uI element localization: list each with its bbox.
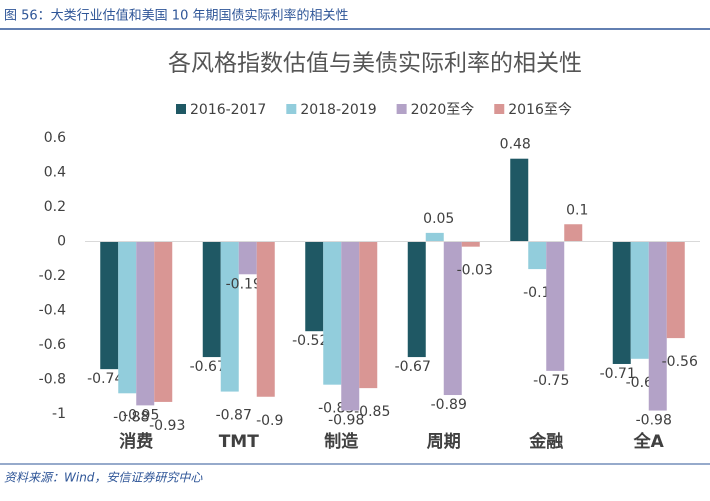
y-tick-label: 0.2	[44, 199, 66, 215]
bar	[425, 232, 444, 242]
bar	[407, 241, 426, 358]
value-label: -0.56	[662, 354, 698, 370]
y-tick-label: 0.4	[44, 165, 66, 181]
bar	[341, 241, 360, 411]
value-label: 0.48	[500, 137, 531, 153]
value-label: -0.74	[87, 371, 123, 387]
bar	[648, 241, 667, 411]
bar	[220, 241, 239, 392]
bar	[612, 241, 631, 364]
bar	[666, 241, 685, 339]
y-tick-label: -0.6	[39, 337, 66, 353]
value-label: 0.05	[423, 211, 454, 227]
value-label: -0.89	[431, 397, 467, 413]
value-label: -0.95	[123, 407, 159, 423]
x-tick-label: 制造	[324, 431, 359, 452]
value-label: -0.93	[149, 418, 185, 434]
legend-swatch	[494, 104, 505, 114]
y-tick-label: -0.8	[39, 372, 66, 388]
value-label: -0.88	[113, 409, 149, 425]
bar	[256, 241, 275, 397]
legend-swatch	[396, 104, 407, 114]
legend-swatch	[176, 104, 186, 114]
x-tick-label: 周期	[427, 432, 461, 452]
x-tick-label: TMT	[219, 432, 260, 452]
bar	[238, 241, 257, 275]
bar	[323, 241, 342, 385]
value-label: -0.19	[226, 276, 262, 292]
value-label: -0.67	[395, 359, 431, 375]
bar	[630, 241, 649, 359]
legend-label: 2020至今	[411, 102, 475, 118]
value-label: -0.85	[354, 404, 390, 420]
value-label: -0.52	[292, 333, 328, 349]
value-label: 0.1	[566, 202, 588, 218]
x-tick-label: 全A	[633, 431, 665, 452]
value-label: -0.87	[216, 408, 252, 424]
chart-title: 各风格指数估值与美债实际利率的相关性	[168, 51, 582, 77]
bar	[136, 241, 155, 406]
bar	[528, 241, 547, 270]
bar	[154, 241, 173, 402]
legend-label: 2018-2019	[300, 102, 376, 118]
value-label: -0.03	[457, 263, 493, 279]
bar	[510, 158, 529, 242]
bar	[546, 241, 565, 371]
legend-swatch	[286, 104, 297, 114]
x-tick-label: 消费	[119, 431, 153, 452]
value-label: -0.98	[636, 413, 672, 429]
value-label: -0.71	[600, 366, 636, 382]
bar	[461, 241, 480, 247]
bar	[564, 224, 583, 242]
y-tick-label: -1	[52, 406, 66, 422]
bar	[443, 241, 462, 396]
legend-label: 2016至今	[508, 102, 572, 118]
bar	[305, 241, 324, 332]
y-tick-label: -0.2	[39, 268, 66, 284]
bar	[118, 241, 137, 394]
value-label: -0.75	[533, 373, 569, 389]
source: 资料来源：Wind，安信证券研究中心	[4, 471, 203, 485]
bar	[359, 241, 378, 389]
legend-label: 2016-2017	[190, 102, 266, 118]
value-label: -0.67	[190, 359, 226, 375]
value-label: -0.98	[328, 413, 364, 429]
value-label: -0.9	[256, 413, 283, 429]
y-tick-label: 0	[57, 234, 66, 250]
bar	[100, 241, 119, 370]
bar	[202, 241, 221, 358]
y-tick-label: 0.6	[44, 130, 66, 146]
figure-label: 图 56：大类行业估值和美国 10 年期国债实际利率的相关性	[4, 8, 348, 24]
y-tick-label: -0.4	[39, 303, 66, 319]
x-tick-label: 金融	[528, 431, 563, 452]
